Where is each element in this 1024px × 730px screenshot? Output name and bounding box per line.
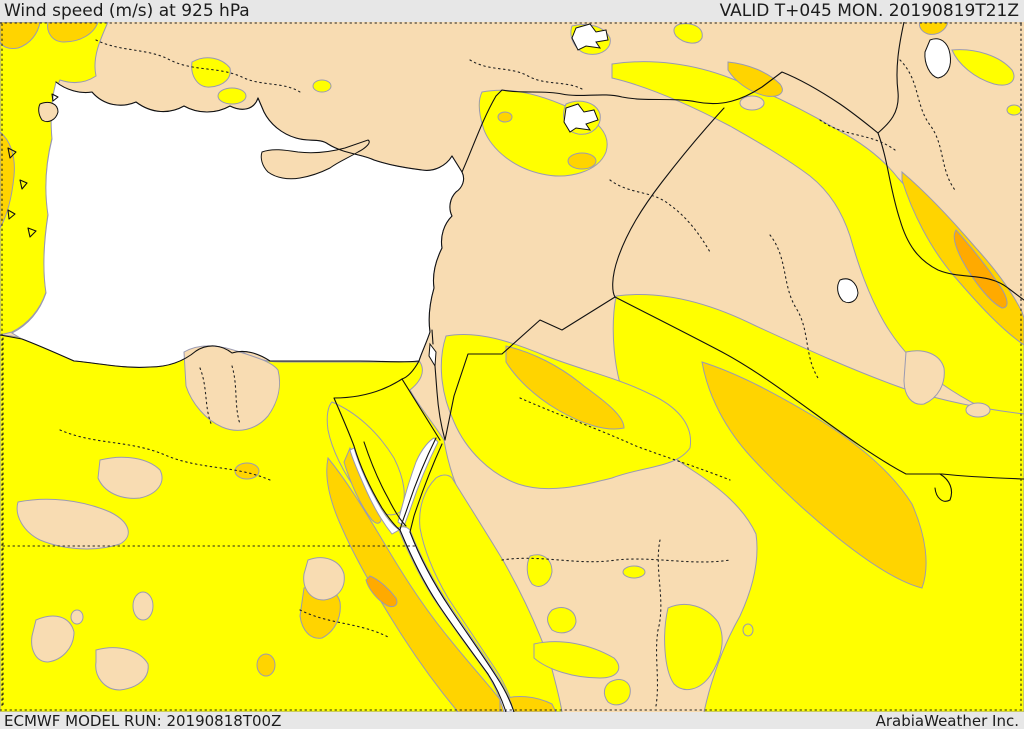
- iraq-iran-border: [877, 132, 1024, 301]
- gulf-of-aqaba: [397, 437, 439, 527]
- redsea-east-coast: [409, 531, 515, 713]
- yellow-turkey-blob-c: [312, 79, 332, 93]
- redsea-west-coast: [399, 529, 507, 713]
- gold-ne-band-core: [727, 61, 783, 97]
- header-bar: Wind speed (m/s) at 925 hPa VALID T+045 …: [0, 0, 1024, 22]
- yellow-saudi-blob-3: [547, 607, 577, 634]
- yellow-hejaz-band: [419, 474, 563, 713]
- dotted-saudi-diag: [519, 397, 731, 481]
- tan-bl-4: [70, 609, 84, 625]
- yellow-iran-tiny: [1006, 104, 1022, 116]
- yellow-saudi-blob-7: [742, 623, 754, 637]
- yellow-saudi-blob-2: [622, 565, 646, 579]
- yellow-saudi-blob-1: [526, 554, 553, 587]
- gold-jordan-band: [505, 345, 625, 430]
- yellow-east-of-urmia: [951, 49, 1015, 86]
- dotted-egypt-2: [299, 609, 391, 639]
- gold-turkey-top: [919, 21, 949, 35]
- dotted-iran: [899, 59, 956, 191]
- orange-redsea: [365, 575, 398, 608]
- syria-iraq-border: [612, 107, 725, 298]
- gold-bottomleft-2: [256, 653, 276, 677]
- rhodes-island: [38, 101, 59, 123]
- tan-ne-band-hole: [739, 95, 765, 111]
- gulf-suez-east-coast: [363, 441, 407, 527]
- tan-egypt-2: [16, 498, 129, 550]
- gulf-aqaba-east-coast: [409, 443, 443, 533]
- gold-aegean-2: [47, 21, 99, 43]
- tan-bl-1: [31, 615, 75, 663]
- cyprus-island: [260, 139, 370, 180]
- saudi-iraq-border: [614, 296, 1024, 480]
- turkey-iran-border: [877, 21, 905, 134]
- gulf-aqaba-west-coast: [399, 437, 437, 531]
- tan-se-2: [965, 402, 991, 418]
- sinai-north-coast: [333, 360, 420, 447]
- gold-syria-dot-1: [497, 111, 513, 123]
- dotted-syria: [609, 179, 711, 253]
- lake-ataturk: [571, 23, 609, 51]
- lake-razzaza: [837, 278, 859, 304]
- gold-aegean-col: [0, 131, 15, 230]
- yellow-turkey-blob-a: [191, 57, 231, 88]
- gulf-of-suez: [349, 447, 400, 535]
- tan-patches: [16, 95, 991, 691]
- dotted-turkey-iran: [819, 119, 896, 151]
- model-run-label: ECMWF MODEL RUN: 20190818T00Z: [4, 711, 282, 730]
- dotted-nile-2: [231, 365, 241, 425]
- lake-urmia: [924, 38, 951, 79]
- nile-delta: [183, 345, 281, 431]
- tan-bl-3: [132, 591, 154, 621]
- yellow-turkey-blob-b: [217, 87, 247, 105]
- turkey-south-border: [461, 71, 879, 173]
- tan-bl-2: [95, 647, 149, 691]
- wind-level-gold: [0, 21, 1024, 713]
- footer-bar: ECMWF MODEL RUN: 20190818T00Z ArabiaWeat…: [0, 711, 1024, 730]
- yellow-top-center: [673, 23, 703, 44]
- dotted-nile-1: [199, 367, 213, 427]
- map-title: Wind speed (m/s) at 925 hPa: [4, 1, 250, 21]
- gold-se-big-band: [701, 361, 927, 589]
- yellow-saudi-blob-6: [664, 604, 723, 691]
- egypt-israel-border: [401, 378, 441, 441]
- mediterranean-coastline: [0, 81, 465, 368]
- jordan-valley-border: [431, 329, 446, 441]
- wind-level-orange: [365, 229, 1008, 608]
- valid-time-label: VALID T+045 MON. 20190819T21Z: [719, 1, 1019, 21]
- gold-egypt-small: [234, 462, 260, 480]
- tan-bl-5: [303, 557, 345, 601]
- gold-syria-dot-2: [567, 152, 597, 170]
- dotted-lines: [0, 22, 1024, 711]
- dotted-turkey-2: [469, 59, 585, 91]
- orange-zagros: [953, 229, 1008, 309]
- aegean-islets: [7, 93, 59, 238]
- tan-se-1: [903, 350, 945, 405]
- yellow-saudi-blob-4: [533, 641, 620, 679]
- dotted-turkey-1: [95, 39, 301, 93]
- credit-label: ArabiaWeather Inc.: [875, 711, 1019, 730]
- gulf-suez-west-coast: [353, 445, 401, 531]
- lake-assad: [563, 103, 599, 133]
- tan-egypt-1: [97, 456, 163, 499]
- jordan-saudi-border: [444, 296, 616, 441]
- dotted-saudi-vert: [655, 539, 662, 707]
- yellow-saudi-blob-5: [603, 679, 631, 706]
- kuwait-border: [934, 473, 953, 502]
- dotted-saudi-horiz: [501, 557, 731, 563]
- coastlines-and-borders: [0, 21, 1024, 713]
